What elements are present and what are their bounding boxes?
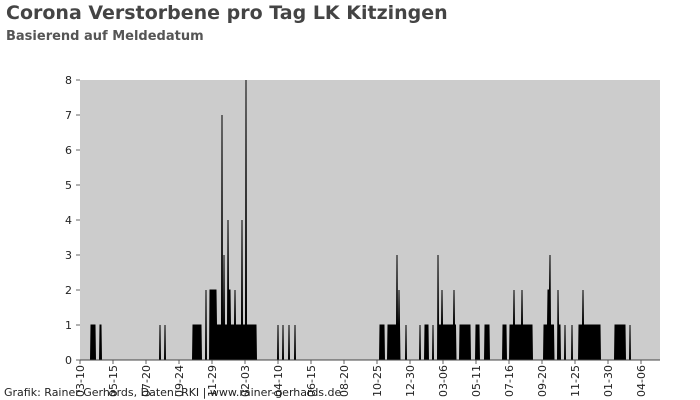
x-tick-label: 04-10 — [272, 365, 285, 397]
x-tick-label: 04-06 — [635, 365, 648, 397]
x-tick-label: 11-25 — [569, 365, 582, 397]
y-tick-label: 6 — [65, 144, 72, 157]
plot-area: 0 1 2 3 4 5 6 7 8 03-10 05-15 07-20 09-24 11-29 02-03 0… — [65, 74, 660, 397]
x-tick-label: 02-03 — [239, 365, 252, 397]
y-tick-label: 7 — [65, 109, 72, 122]
x-tick-label: 09-24 — [173, 365, 186, 397]
x-tick-label: 03-06 — [437, 365, 450, 397]
x-tick-label: 05-15 — [107, 365, 120, 397]
footer: Grafik: Rainer Gerhards, Daten: RKI | ww… — [4, 386, 342, 399]
y-tick-label: 5 — [65, 179, 72, 192]
x-tick-label: 03-10 — [74, 365, 87, 397]
y-tick-label: 3 — [65, 249, 72, 262]
x-tick-label: 08-20 — [338, 365, 351, 397]
x-tick-label: 05-11 — [470, 365, 483, 397]
x-tick-label: 01-30 — [602, 365, 615, 397]
y-tick-label: 2 — [65, 284, 72, 297]
y-tick-label: 0 — [65, 354, 72, 367]
x-tick-label: 07-16 — [503, 365, 516, 397]
x-tick-label: 09-20 — [536, 365, 549, 397]
y-tick-label: 4 — [65, 214, 72, 227]
plot-background — [80, 80, 660, 360]
y-tick-label: 8 — [65, 74, 72, 87]
y-tick-label: 1 — [65, 319, 72, 332]
chart-title: Corona Verstorbene pro Tag LK Kitzingen — [6, 2, 448, 24]
x-tick-label: 07-20 — [140, 365, 153, 397]
x-tick-label: 11-29 — [206, 365, 219, 397]
x-tick-label: 06-15 — [305, 365, 318, 397]
chart-subtitle: Basierend auf Meldedatum — [6, 29, 204, 44]
x-tick-label: 10-25 — [371, 365, 384, 397]
x-tick-label: 12-30 — [404, 365, 417, 397]
